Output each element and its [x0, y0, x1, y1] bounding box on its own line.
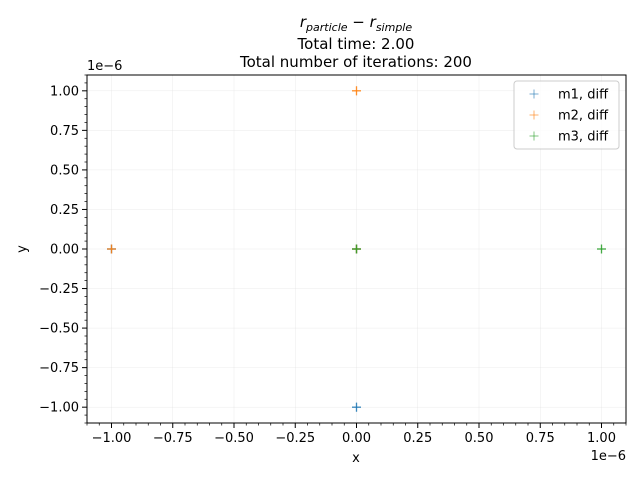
- data-point-m1: [352, 402, 361, 412]
- data-points: [107, 86, 606, 412]
- y-tick-label: −0.25: [39, 282, 79, 297]
- x-tick-label: −0.50: [214, 431, 254, 446]
- y-tick-label: 0.25: [50, 203, 79, 218]
- x-tick-label: 0.50: [465, 431, 494, 446]
- x-tick-label: 0.75: [526, 431, 555, 446]
- legend: m1, diff m2, diff m3, diff: [513, 80, 620, 150]
- y-tick-label: 1.00: [50, 84, 79, 99]
- x-tick-label: 0.25: [403, 431, 432, 446]
- x-tick-label: −1.00: [92, 431, 132, 446]
- x-tick-label: −0.75: [153, 431, 193, 446]
- y-tick-label: 0.50: [50, 163, 79, 178]
- y-offset-text: 1e−6: [87, 59, 122, 74]
- x-offset-text: 1e−6: [591, 449, 626, 464]
- data-point-m2: [352, 86, 361, 96]
- y-tick-label: 0.75: [50, 124, 79, 139]
- legend-marker: [529, 89, 539, 99]
- y-tick-label: 0.00: [50, 243, 79, 258]
- data-point-m3: [352, 244, 361, 254]
- y-tick-label: −1.00: [39, 401, 79, 416]
- data-point-m3: [597, 244, 606, 254]
- legend-box: [513, 80, 620, 150]
- chart-title-math: rparticle − rsimple: [300, 13, 412, 34]
- data-point-m2: [107, 244, 116, 254]
- x-tick-label: 0.00: [342, 431, 371, 446]
- legend-label: m2, diff: [558, 109, 609, 124]
- legend-label: m1, diff: [558, 88, 609, 103]
- axis-ticks: −1.00 −0.75 −0.50 −0.25 0.00 0.25 0.50 0.75 1.00…: [39, 74, 627, 446]
- y-axis-label: y: [15, 245, 30, 253]
- x-tick-label: −0.25: [275, 431, 315, 446]
- legend-label: m3, diff: [558, 130, 609, 145]
- chart-title-line-1: Total time: 2.00: [297, 35, 415, 53]
- y-tick-label: −0.75: [39, 361, 79, 376]
- y-tick-label: −0.50: [39, 322, 79, 337]
- legend-marker: [529, 131, 539, 141]
- x-axis-label: x: [352, 451, 360, 466]
- chart-title-line-2: Total number of iterations: 200: [239, 53, 472, 71]
- x-tick-label: 1.00: [587, 431, 616, 446]
- legend-marker: [529, 110, 539, 120]
